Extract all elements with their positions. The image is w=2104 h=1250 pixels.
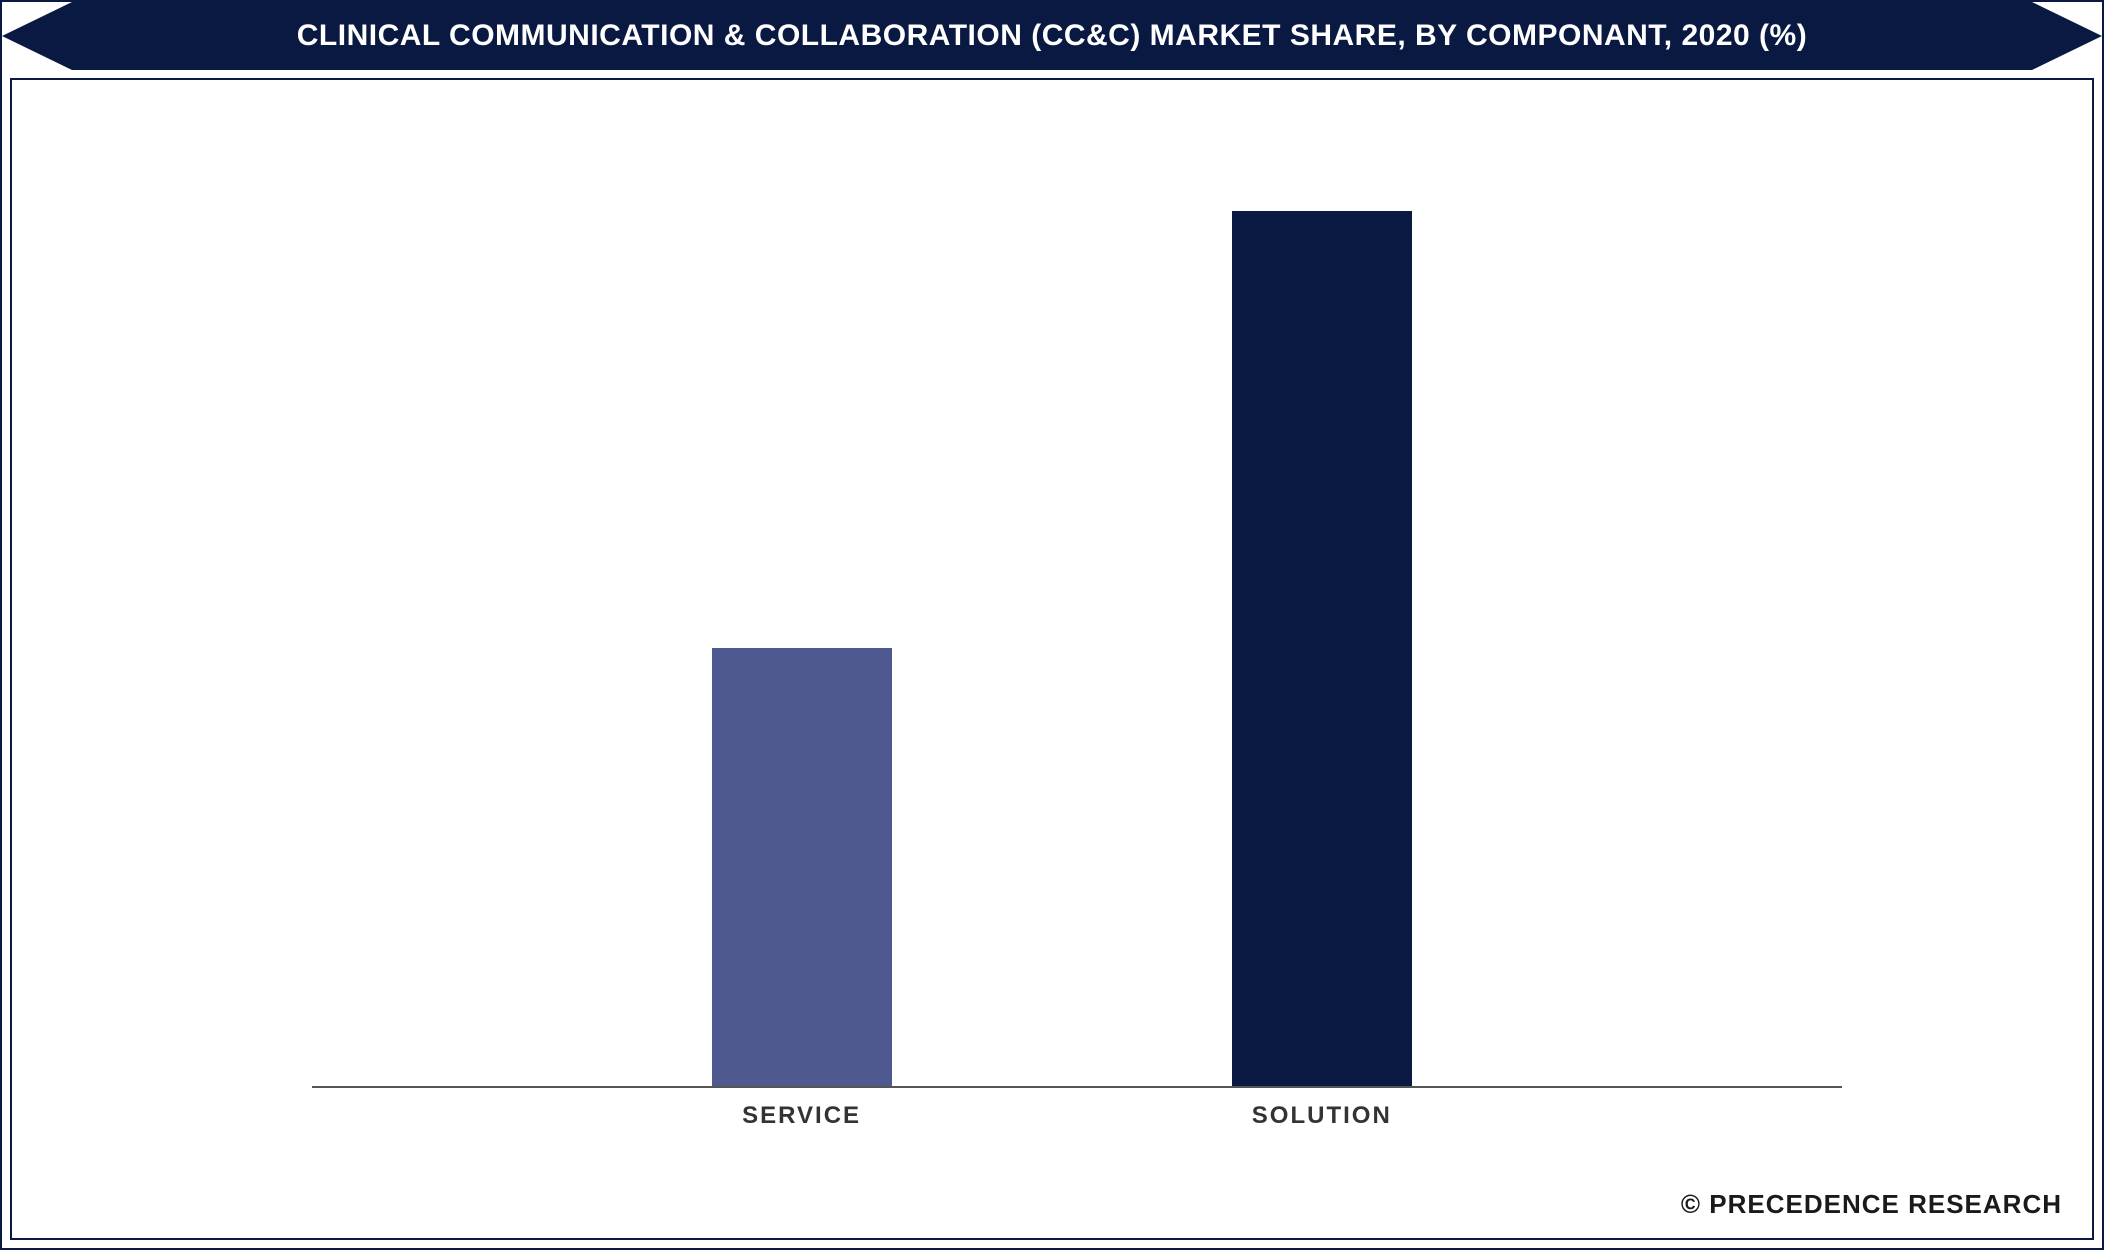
bar-service — [712, 648, 892, 1086]
ribbon-notch-left-bottom — [2, 36, 72, 70]
x-axis — [312, 1086, 1842, 1088]
title-ribbon: CLINICAL COMMUNICATION & COLLABORATION (… — [2, 2, 2102, 70]
attribution-text: © PRECEDENCE RESEARCH — [1681, 1189, 2062, 1220]
chart-plot-area: © PRECEDENCE RESEARCH SERVICE SOLUTION — [10, 78, 2094, 1240]
title-bar: CLINICAL COMMUNICATION & COLLABORATION (… — [2, 2, 2102, 70]
category-label-solution: SOLUTION — [1252, 1102, 1392, 1130]
ribbon-notch-left-top — [2, 2, 72, 36]
ribbon-notch-right-top — [2032, 2, 2102, 36]
bar-solution — [1232, 211, 1412, 1086]
chart-container: CLINICAL COMMUNICATION & COLLABORATION (… — [0, 0, 2104, 1250]
category-label-service: SERVICE — [742, 1102, 861, 1130]
ribbon-notch-right-bottom — [2032, 36, 2102, 70]
plot-region — [312, 150, 1842, 1088]
chart-title: CLINICAL COMMUNICATION & COLLABORATION (… — [297, 19, 1807, 53]
